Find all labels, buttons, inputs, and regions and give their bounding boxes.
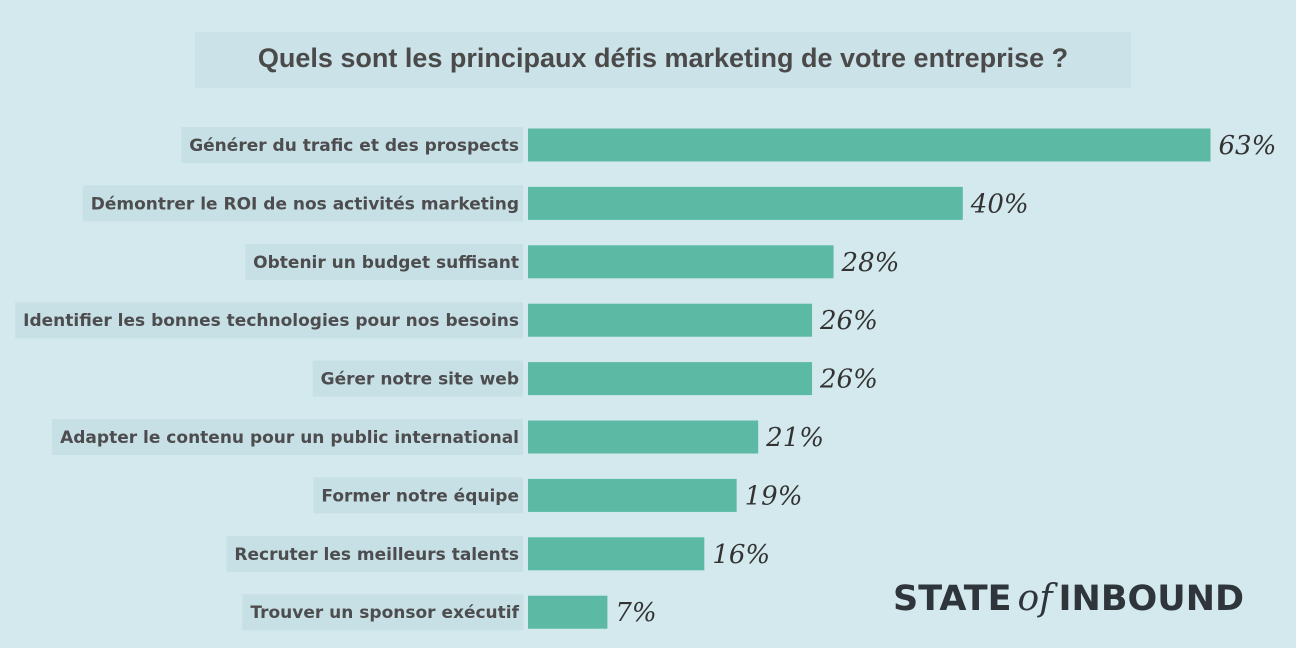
bar <box>528 478 737 512</box>
label-background <box>312 360 523 397</box>
label-background <box>313 477 523 514</box>
value-label: 19% <box>745 481 803 511</box>
category-label: Identifier les bonnes technologies pour … <box>23 311 519 331</box>
label-background <box>82 185 523 222</box>
category-label: Former notre équipe <box>321 486 519 506</box>
bar <box>528 362 813 396</box>
bar <box>528 595 608 629</box>
category-label: Obtenir un budget suffisant <box>253 253 519 273</box>
bar <box>528 128 1211 162</box>
category-label: Gérer notre site web <box>321 370 519 390</box>
value-label: 21% <box>765 423 824 453</box>
bar <box>528 245 834 279</box>
value-label: 26% <box>819 365 878 395</box>
value-label: 26% <box>819 306 878 336</box>
value-label: 16% <box>712 540 770 570</box>
category-label: Démontrer le ROI de nos activités market… <box>91 194 519 214</box>
chart-title: Quels sont les principaux défis marketin… <box>195 32 1131 88</box>
label-background <box>52 419 523 455</box>
value-label: 63% <box>1219 131 1277 161</box>
label-background <box>181 127 523 163</box>
state-of-inbound-logo: STATE of INBOUND <box>893 578 1245 619</box>
label-background <box>242 594 524 631</box>
bar <box>528 420 759 454</box>
category-label: Générer du trafic et des prospects <box>189 136 519 156</box>
bar <box>528 186 963 220</box>
bar <box>528 537 705 571</box>
label-background <box>226 535 523 572</box>
bar <box>528 303 813 337</box>
category-label: Recruter les meilleurs talents <box>234 545 519 565</box>
category-label: Adapter le contenu pour un public intern… <box>60 428 519 448</box>
value-label: 7% <box>615 598 656 628</box>
category-label: Trouver un sponsor exécutif <box>250 603 519 623</box>
value-label: 40% <box>970 189 1029 219</box>
label-background <box>15 302 523 339</box>
label-background <box>245 243 523 280</box>
value-label: 28% <box>841 248 900 278</box>
